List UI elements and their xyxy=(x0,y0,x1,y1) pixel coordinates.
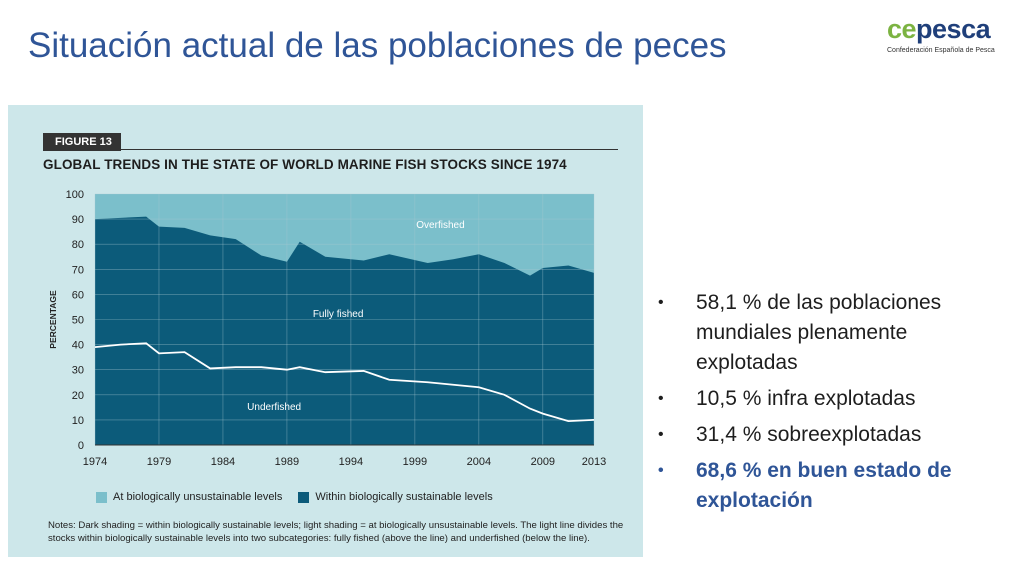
x-tick-label: 2013 xyxy=(582,456,606,468)
figure-label: FIGURE 13 xyxy=(43,133,121,151)
legend-swatch-unsustainable xyxy=(96,491,107,503)
x-tick-label: 1989 xyxy=(275,456,299,468)
underfished-divider-line xyxy=(94,342,595,423)
y-tick-label: 60 xyxy=(72,289,84,301)
y-tick-label: 20 xyxy=(72,390,84,402)
legend-swatch-sustainable xyxy=(298,491,310,503)
area-label: Overfished xyxy=(416,220,464,231)
figure-panel: FIGURE 13 GLOBAL TRENDS IN THE STATE OF … xyxy=(8,105,643,557)
slide-title: Situación actual de las poblaciones de p… xyxy=(28,26,727,65)
x-tick-label: 1974 xyxy=(83,456,107,468)
area-label: Underfished xyxy=(247,402,301,413)
figure-title: GLOBAL TRENDS IN THE STATE OF WORLD MARI… xyxy=(43,157,567,172)
bullet-item: • 31,4 % sobreexplotadas xyxy=(655,420,995,450)
bullet-item: • 58,1 % de las poblaciones mundiales ple… xyxy=(655,288,995,378)
y-tick-label: 70 xyxy=(72,264,84,276)
legend-label-unsustainable: At biologically unsustainable levels xyxy=(113,491,283,503)
x-tick-label: 2004 xyxy=(467,456,491,468)
bullet-dot-icon: • xyxy=(658,390,664,407)
logo-wordmark-pesca: pesca xyxy=(916,14,991,44)
logo-subtitle: Confederación Española de Pesca xyxy=(887,47,995,54)
chart-legend: At biologically unsustainable levels Wit… xyxy=(96,491,509,503)
figure-header-rule xyxy=(43,149,618,150)
bullet-dot-icon: • xyxy=(658,426,664,443)
bullet-dot-icon: • xyxy=(658,294,664,311)
logo-wordmark-ce: ce xyxy=(887,14,917,44)
bullet-text: 31,4 % sobreexplotadas xyxy=(696,423,922,446)
y-tick-label: 40 xyxy=(72,340,84,352)
bullet-text: 58,1 % de las poblaciones mundiales plen… xyxy=(696,291,942,374)
sustainable-area xyxy=(95,216,594,445)
bullet-text: 10,5 % infra explotadas xyxy=(696,387,916,410)
y-tick-label: 0 xyxy=(78,440,84,452)
fish-stocks-area-chart: 0 10 20 30 40 50 60 70 80 90 100 1974 1979 1984 1989 19… xyxy=(48,189,606,468)
legend-label-sustainable: Within biologically sustainable levels xyxy=(315,491,493,503)
x-tick-label: 1994 xyxy=(339,456,363,468)
y-axis-label: PERCENTAGE xyxy=(48,290,58,349)
x-tick-label: 2009 xyxy=(531,456,555,468)
bullet-item: • 10,5 % infra explotadas xyxy=(655,384,995,414)
y-tick-label: 10 xyxy=(72,415,84,427)
y-tick-label: 50 xyxy=(72,315,84,327)
bullet-text: 68,6 % en buen estado de explotación xyxy=(696,459,952,512)
logo-wordmark: cepesca xyxy=(887,14,1007,44)
figure-notes: Notes: Dark shading = within biologicall… xyxy=(48,520,624,544)
y-tick-label: 90 xyxy=(72,214,84,226)
bullet-list: • 58,1 % de las poblaciones mundiales ple… xyxy=(655,288,995,522)
cepesca-logo: cepesca Confederación Española de Pesca xyxy=(887,14,1007,54)
x-tick-label: 1999 xyxy=(403,456,427,468)
y-tick-label: 100 xyxy=(66,189,84,201)
bullet-dot-icon: • xyxy=(658,462,664,479)
bullet-item-highlight: • 68,6 % en buen estado de explotación xyxy=(655,456,995,516)
y-tick-label: 80 xyxy=(72,239,84,251)
area-label: Fully fished xyxy=(313,309,364,320)
legend-item-sustainable: Within biologically sustainable levels xyxy=(298,491,493,503)
x-tick-label: 1984 xyxy=(211,456,235,468)
legend-item-unsustainable: At biologically unsustainable levels xyxy=(96,491,282,503)
x-tick-label: 1979 xyxy=(147,456,171,468)
y-tick-label: 30 xyxy=(72,365,84,377)
